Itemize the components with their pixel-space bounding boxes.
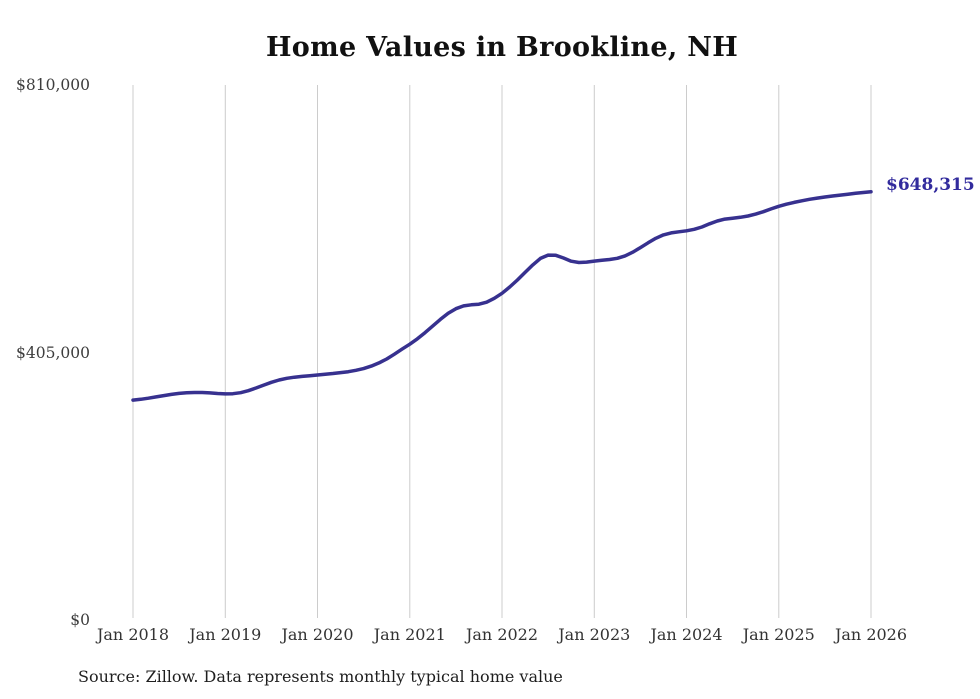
chart-title: Home Values in Brookline, NH [265, 32, 739, 63]
y-axis-tick-label: $810,000 [16, 76, 90, 94]
x-axis-tick-label: Jan 2020 [281, 625, 354, 644]
y-axis-tick-label: $405,000 [16, 343, 90, 362]
x-axis-tick-label: Jan 2023 [558, 625, 631, 644]
home-value-line [131, 190, 873, 402]
x-axis-tick-label: Jan 2024 [650, 625, 723, 644]
x-axis-tick-label: Jan 2021 [373, 625, 446, 644]
x-axis-tick-label: Jan 2019 [189, 625, 262, 644]
source-note: Source: Zillow. Data represents monthly … [78, 667, 563, 686]
x-axis-tick-label: Jan 2025 [742, 625, 815, 644]
x-axis-tick-label: Jan 2026 [834, 625, 908, 644]
x-axis-tick-label: Jan 2018 [96, 625, 170, 644]
gridlines [132, 85, 872, 618]
x-axis-tick-label: Jan 2022 [465, 625, 539, 644]
y-axis-tick-label: $0 [70, 611, 90, 629]
current-value-label: $648,315 [886, 175, 975, 195]
